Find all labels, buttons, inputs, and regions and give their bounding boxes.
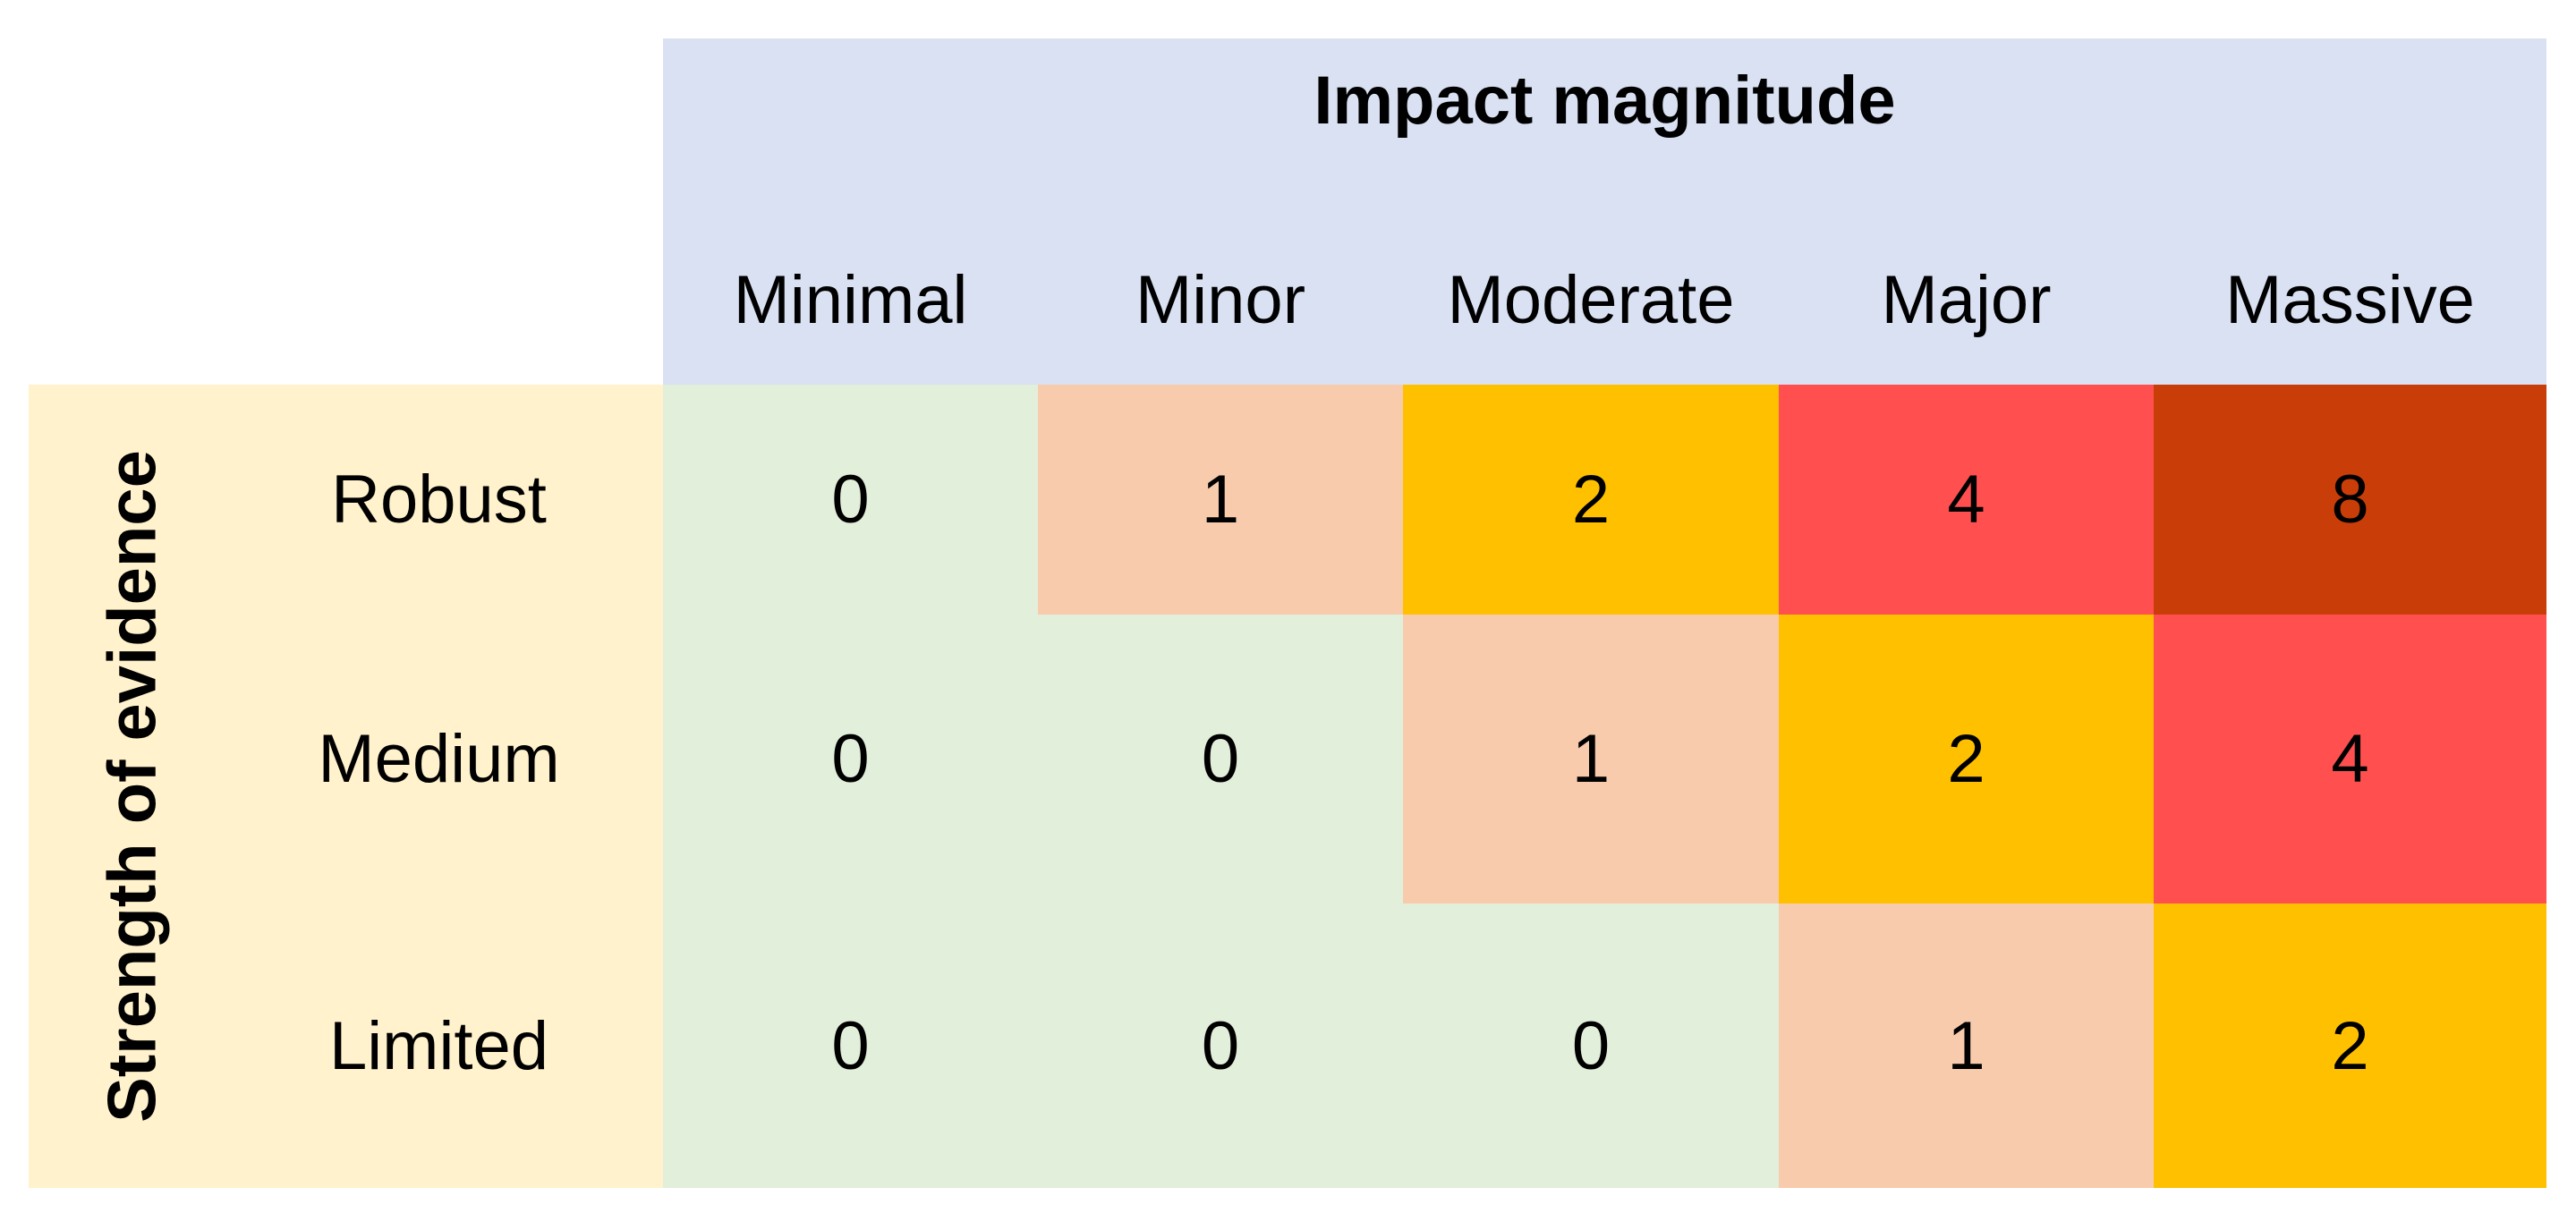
column-label-major: Major [1881, 261, 2052, 338]
cell-robust-minimal: 0 [663, 385, 1038, 615]
column-label-minimal: Minimal [733, 261, 968, 338]
cell-robust-massive: 8 [2154, 385, 2546, 615]
cell-medium-major: 2 [1779, 615, 2154, 903]
cell-robust-moderate: 2 [1403, 385, 1779, 615]
cell-value: 2 [2331, 1007, 2369, 1084]
cell-value: 1 [1201, 462, 1240, 538]
column-label-moderate: Moderate [1447, 261, 1735, 338]
row-label-limited: Limited [329, 1007, 548, 1084]
cell-value: 1 [1571, 721, 1611, 797]
column-label-massive: Massive [2225, 261, 2475, 338]
cell-value: 0 [831, 462, 870, 538]
cell-limited-minor: 0 [1038, 903, 1403, 1188]
row-label-medium: Medium [318, 721, 560, 797]
cell-robust-major: 4 [1779, 385, 2154, 615]
column-header-band [663, 38, 2546, 385]
cell-medium-minor: 0 [1038, 615, 1403, 903]
cell-value: 4 [1947, 462, 1985, 538]
column-label-minor: Minor [1135, 261, 1306, 338]
cell-medium-minimal: 0 [663, 615, 1038, 903]
cell-value: 0 [831, 1007, 870, 1084]
cell-medium-massive: 4 [2154, 615, 2546, 903]
cell-value: 4 [2331, 721, 2369, 797]
cell-value: 2 [1571, 462, 1611, 538]
row-axis-title: Strength of evidence [94, 450, 171, 1123]
cell-limited-massive: 2 [2154, 903, 2546, 1188]
cell-value: 1 [1947, 1007, 1985, 1084]
column-axis-title: Impact magnitude [1314, 63, 1896, 139]
cell-limited-minimal: 0 [663, 903, 1038, 1188]
cell-value: 0 [1201, 1007, 1240, 1084]
row-label-robust: Robust [331, 462, 547, 538]
cell-value: 8 [2331, 462, 2369, 538]
cell-robust-minor: 1 [1038, 385, 1403, 615]
cell-value: 0 [1201, 721, 1240, 797]
cell-value: 2 [1947, 721, 1985, 797]
cell-value: 0 [1571, 1007, 1611, 1084]
cell-limited-major: 1 [1779, 903, 2154, 1188]
cell-medium-moderate: 1 [1403, 615, 1779, 903]
cell-limited-moderate: 0 [1403, 903, 1779, 1188]
row-header-band [29, 385, 663, 1188]
cell-value: 0 [831, 721, 870, 797]
